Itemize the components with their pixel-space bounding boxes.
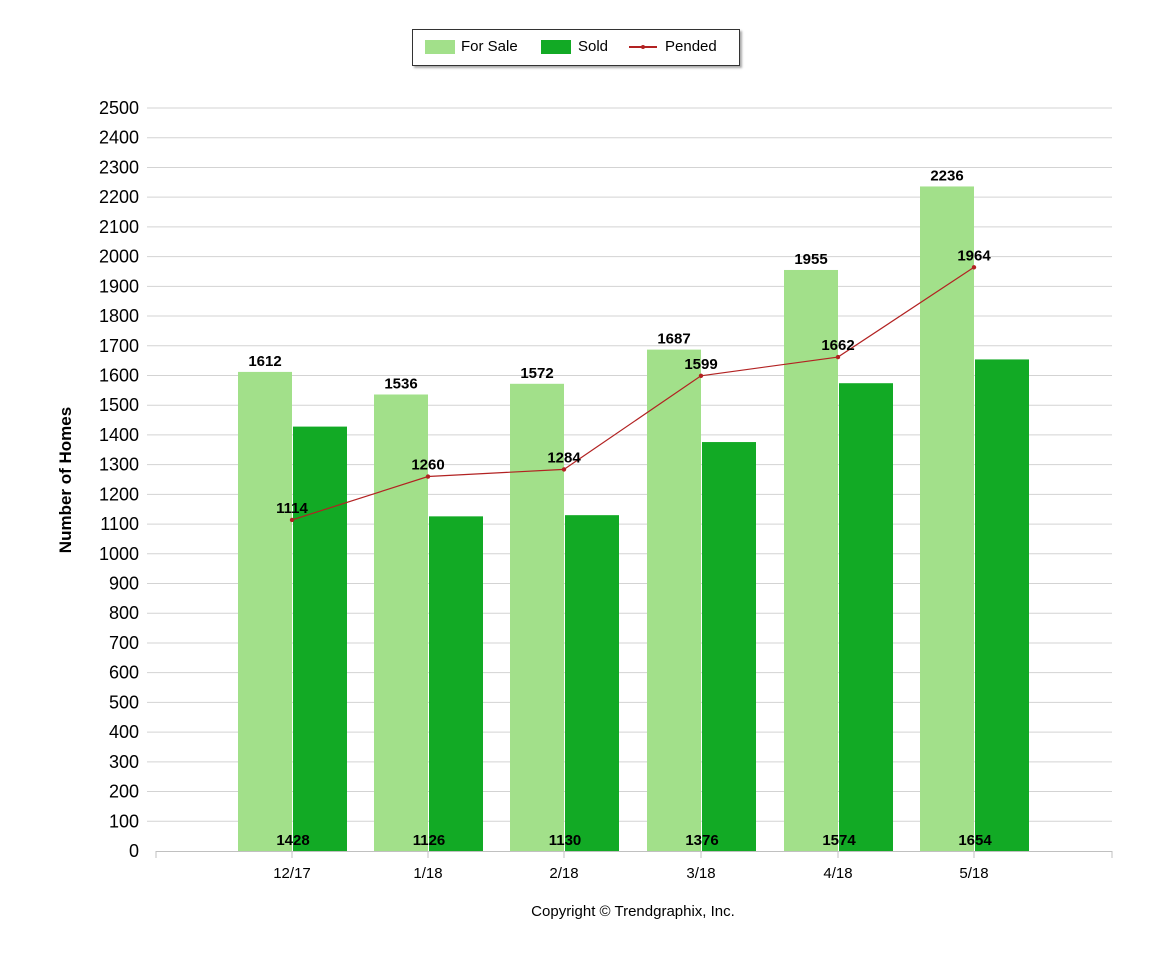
y-tick-label: 600 [109,663,139,683]
x-tick-label: 4/18 [823,865,852,882]
y-tick-label: 2200 [99,187,139,207]
pended-series-line [291,266,975,521]
copyright-text: Copyright © Trendgraphix, Inc. [531,903,735,920]
data-label-pended: 1662 [821,337,854,354]
legend-swatch-sold [541,40,571,54]
bar-for-sale [784,269,838,851]
y-tick-label: 1200 [99,484,139,504]
pended-point [561,467,567,472]
x-tick-label: 3/18 [686,865,715,882]
y-tick-label: 1600 [99,365,139,385]
bar-sold [429,516,483,851]
y-tick-label: 1400 [99,425,139,445]
y-tick-label: 2100 [99,217,139,237]
y-axis: 0 100 200 300 400 500 600 700 800 900 1000 1100 1200… [99,98,139,861]
bar-sold [839,383,893,851]
data-label-for-sale: 1955 [794,251,827,268]
bar-for-sale [647,349,701,851]
data-label-sold: 1654 [958,832,992,849]
data-label-for-sale: 1572 [520,365,553,382]
y-tick-label: 300 [109,752,139,772]
y-tick-label: 1800 [99,306,139,326]
x-tick-label: 2/18 [549,865,578,882]
y-tick-label: 2000 [99,247,139,267]
y-tick-label: 2500 [99,98,139,118]
data-labels: 1612 1428 1536 1126 1572 1130 1687 1376 1955 1574… [248,167,992,849]
pended-point [425,474,431,479]
data-label-sold: 1130 [549,832,582,849]
pended-point [835,354,841,360]
y-tick-label: 1300 [99,455,139,475]
y-tick-label: 2300 [99,157,139,177]
legend-label-pended: Pended [665,38,717,55]
data-label-for-sale: 2236 [930,167,963,184]
bar-sold [975,359,1029,851]
y-tick-label: 1100 [100,514,139,534]
bar-for-sale [238,371,292,851]
y-tick-label: 1000 [99,544,139,564]
data-label-pended: 1599 [684,356,717,373]
y-tick-label: 800 [109,603,139,623]
data-label-for-sale: 1612 [248,353,281,370]
legend-dot-pended [641,45,645,49]
x-tick-label: 5/18 [959,865,988,882]
data-label-sold: 1428 [276,832,309,849]
legend-label-sold: Sold [578,38,609,55]
y-tick-label: 2400 [99,128,139,148]
pended-point [971,265,977,270]
y-tick-label: 0 [129,841,139,861]
y-tick-label: 100 [109,811,139,831]
data-label-pended: 1114 [276,500,308,517]
x-tick-label: 1/18 [413,865,442,882]
y-axis-title: Number of Homes [56,407,75,553]
y-tick-label: 400 [109,722,139,742]
y-tick-label: 1900 [99,276,139,296]
pended-line [289,265,977,523]
y-tick-label: 500 [109,692,139,712]
y-tick-label: 900 [109,574,139,594]
bar-for-sale [920,186,974,851]
bar-for-sale [510,383,564,851]
y-tick-label: 700 [109,633,139,653]
data-label-sold: 1126 [413,832,446,849]
data-label-sold: 1376 [685,832,718,849]
bar-sold [293,426,347,851]
bars [238,186,1029,851]
legend-swatch-for-sale [425,40,455,54]
pended-point [289,517,295,523]
data-label-for-sale: 1687 [657,331,690,348]
data-label-pended: 1284 [547,449,581,466]
pended-point [698,373,704,378]
data-label-pended: 1964 [957,247,991,264]
bar-sold [565,515,619,851]
data-label-for-sale: 1536 [384,376,417,393]
y-tick-label: 200 [109,782,139,802]
data-label-pended: 1260 [411,457,444,474]
legend: For Sale Sold Pended [412,29,740,66]
legend-label-for-sale: For Sale [461,38,518,55]
x-axis: 12/17 1/18 2/18 3/18 4/18 5/18 [155,851,1113,882]
x-tick-label: 12/17 [273,865,311,882]
data-label-sold: 1574 [822,832,856,849]
y-tick-label: 1500 [99,395,139,415]
bar-for-sale [374,394,428,851]
bar-sold [702,442,756,851]
y-tick-label: 1700 [99,336,139,356]
